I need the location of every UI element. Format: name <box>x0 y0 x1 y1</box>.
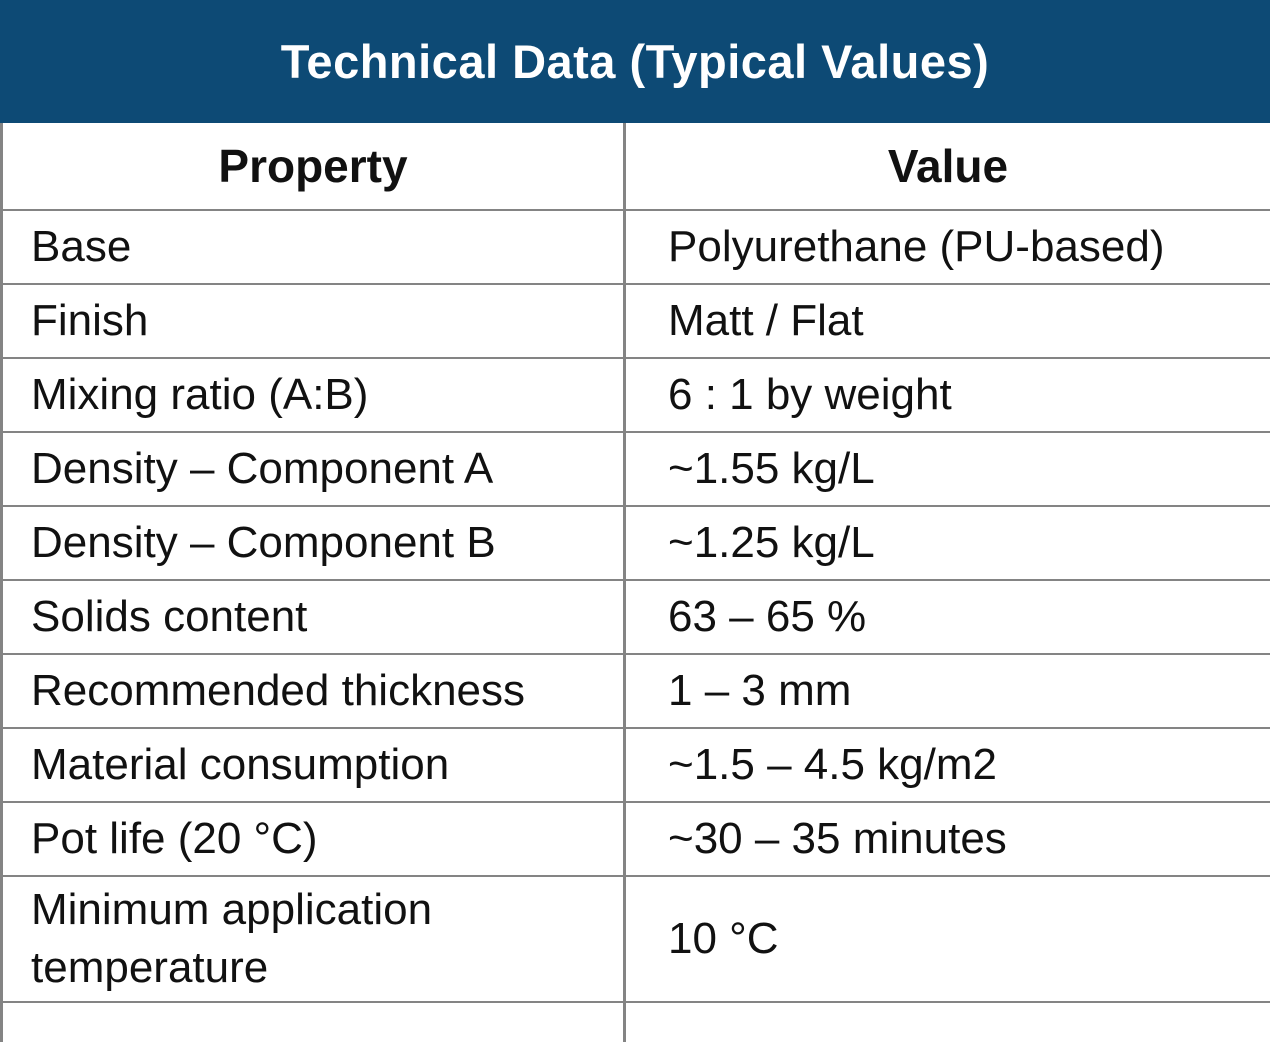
column-header-value: Value <box>625 123 1270 210</box>
table-row: Minimum application temperature 10 °C <box>2 876 1270 1002</box>
table-row: Finish Matt / Flat <box>2 284 1270 358</box>
value-cell: ~1.55 kg/L <box>625 432 1270 506</box>
table-body: Base Polyurethane (PU-based) Finish Matt… <box>2 210 1270 1042</box>
technical-data-table: Property Value Base Polyurethane (PU-bas… <box>0 123 1270 1042</box>
value-cell: 1 – 3 mm <box>625 654 1270 728</box>
table-row: Pot life (20 °C) ~30 – 35 minutes <box>2 802 1270 876</box>
table-row: Solids content 63 – 65 % <box>2 580 1270 654</box>
property-cell: Finish <box>2 284 625 358</box>
page-title: Technical Data (Typical Values) <box>281 34 990 89</box>
property-cell: Mixing ratio (A:B) <box>2 358 625 432</box>
property-cell: Base <box>2 210 625 284</box>
table-row: Material consumption ~1.5 – 4.5 kg/m2 <box>2 728 1270 802</box>
value-cell: ~1.5 – 4.5 kg/m2 <box>625 728 1270 802</box>
table-row: Density – Component B ~1.25 kg/L <box>2 506 1270 580</box>
property-cell: Solids content <box>2 580 625 654</box>
table-row: Recommended thickness 1 – 3 mm <box>2 654 1270 728</box>
property-cell: Pot life (20 °C) <box>2 802 625 876</box>
value-cell: 6 : 1 by weight <box>625 358 1270 432</box>
table-row: Mixing ratio (A:B) 6 : 1 by weight <box>2 358 1270 432</box>
property-cell: Density – Component B <box>2 506 625 580</box>
table-row: Base Polyurethane (PU-based) <box>2 210 1270 284</box>
value-cell: Matt / Flat <box>625 284 1270 358</box>
table-row: Density – Component A ~1.55 kg/L <box>2 432 1270 506</box>
table-title-bar: Technical Data (Typical Values) <box>0 0 1270 123</box>
value-cell: ~30 – 35 minutes <box>625 802 1270 876</box>
property-cell: Recommended thickness <box>2 654 625 728</box>
value-cell: Polyurethane (PU-based) <box>625 210 1270 284</box>
value-cell: ~1.25 kg/L <box>625 506 1270 580</box>
property-cell: Material consumption <box>2 728 625 802</box>
table-header-row: Property Value <box>2 123 1270 210</box>
value-cell: 63 – 65 % <box>625 580 1270 654</box>
column-header-property: Property <box>2 123 625 210</box>
value-cell: 10 °C <box>625 876 1270 1002</box>
property-cell: Minimum application temperature <box>2 876 625 1002</box>
property-cell: Density – Component A <box>2 432 625 506</box>
table-row-cutoff <box>2 1002 1270 1042</box>
